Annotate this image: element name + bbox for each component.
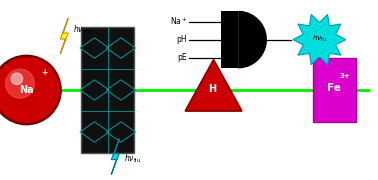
FancyBboxPatch shape — [313, 58, 356, 122]
Circle shape — [6, 69, 34, 98]
Text: Na: Na — [19, 85, 34, 95]
Polygon shape — [111, 139, 119, 175]
Text: $h\nu_{\rm fu}$: $h\nu_{\rm fu}$ — [312, 33, 327, 44]
Circle shape — [0, 58, 59, 122]
Polygon shape — [293, 14, 346, 65]
Text: Na$^+$: Na$^+$ — [169, 16, 187, 27]
Text: +: + — [41, 68, 47, 77]
FancyBboxPatch shape — [221, 11, 238, 68]
Text: pE: pE — [177, 53, 187, 62]
Polygon shape — [238, 11, 267, 68]
Polygon shape — [185, 60, 242, 111]
Text: pH: pH — [177, 35, 187, 44]
FancyBboxPatch shape — [81, 27, 134, 153]
Text: H: H — [209, 84, 217, 94]
Circle shape — [11, 73, 23, 85]
Text: $h\nu_{\rm flu}$: $h\nu_{\rm flu}$ — [124, 152, 142, 165]
Text: 3+: 3+ — [340, 73, 351, 79]
Text: $h\nu_{\rm abs}$: $h\nu_{\rm abs}$ — [73, 24, 93, 36]
Text: +: + — [226, 74, 232, 80]
Circle shape — [0, 55, 61, 125]
Text: Fe: Fe — [327, 83, 341, 93]
Polygon shape — [60, 18, 68, 54]
